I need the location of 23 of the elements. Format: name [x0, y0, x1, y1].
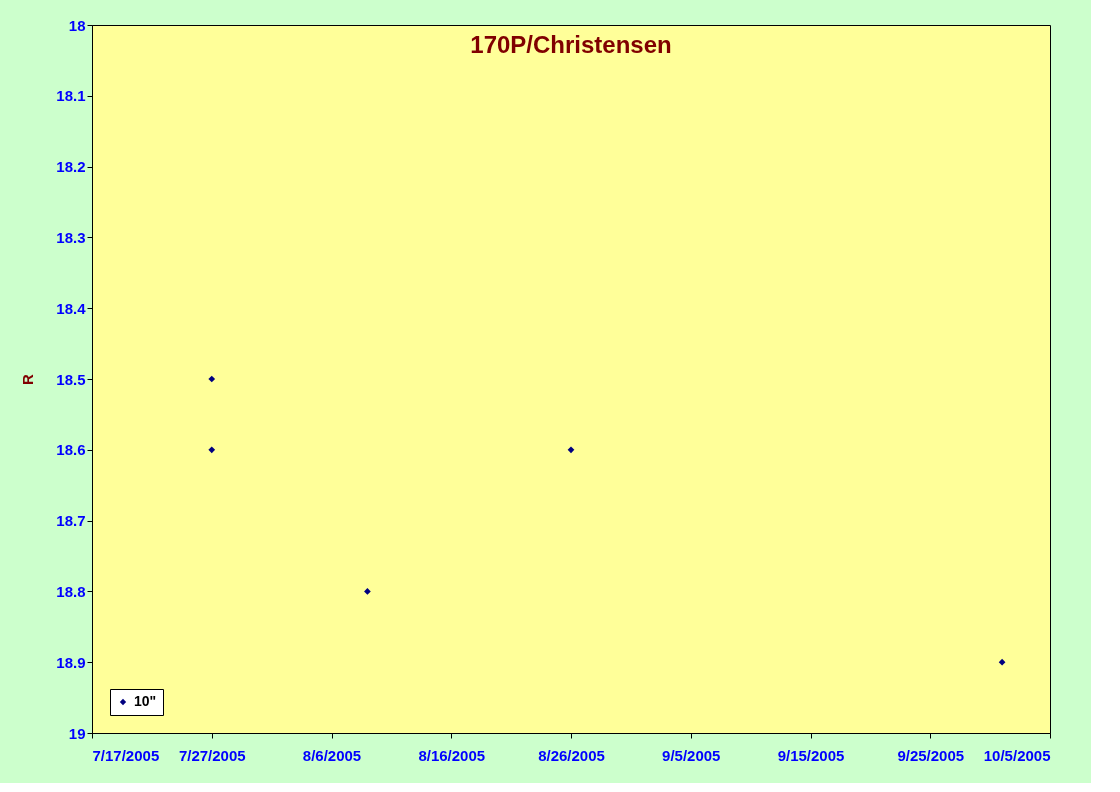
- x-tick-label: 8/6/2005: [302, 746, 362, 764]
- y-tick-label: 19: [68, 724, 86, 742]
- y-tick-label: 18.4: [56, 299, 87, 317]
- x-tick-label: 8/16/2005: [418, 746, 486, 764]
- y-tick-label: 18.1: [56, 87, 86, 105]
- y-tick-label: 18.2: [56, 158, 86, 176]
- y-tick-label: 18.5: [56, 370, 86, 388]
- legend-label: 10": [134, 693, 157, 709]
- x-tick-label: 9/15/2005: [777, 746, 845, 764]
- y-tick-label: 18.3: [56, 228, 86, 246]
- y-tick-label: 18.7: [56, 512, 86, 530]
- chart-title: 170P/Christensen: [470, 31, 672, 58]
- y-axis-title: R: [19, 373, 37, 385]
- y-tick-label: 18: [68, 16, 86, 34]
- x-tick-label: 10/5/2005: [983, 746, 1051, 764]
- x-tick-label: 9/5/2005: [662, 746, 721, 764]
- x-tick-label: 9/25/2005: [897, 746, 965, 764]
- x-tick-label: 7/27/2005: [178, 746, 246, 764]
- x-tick-label: 8/26/2005: [538, 746, 605, 764]
- y-tick-label: 18.8: [56, 582, 86, 600]
- y-tick-label: 18.6: [56, 441, 86, 459]
- y-tick-label: 18.9: [56, 653, 86, 671]
- x-tick-label: 7/17/2005: [92, 746, 160, 764]
